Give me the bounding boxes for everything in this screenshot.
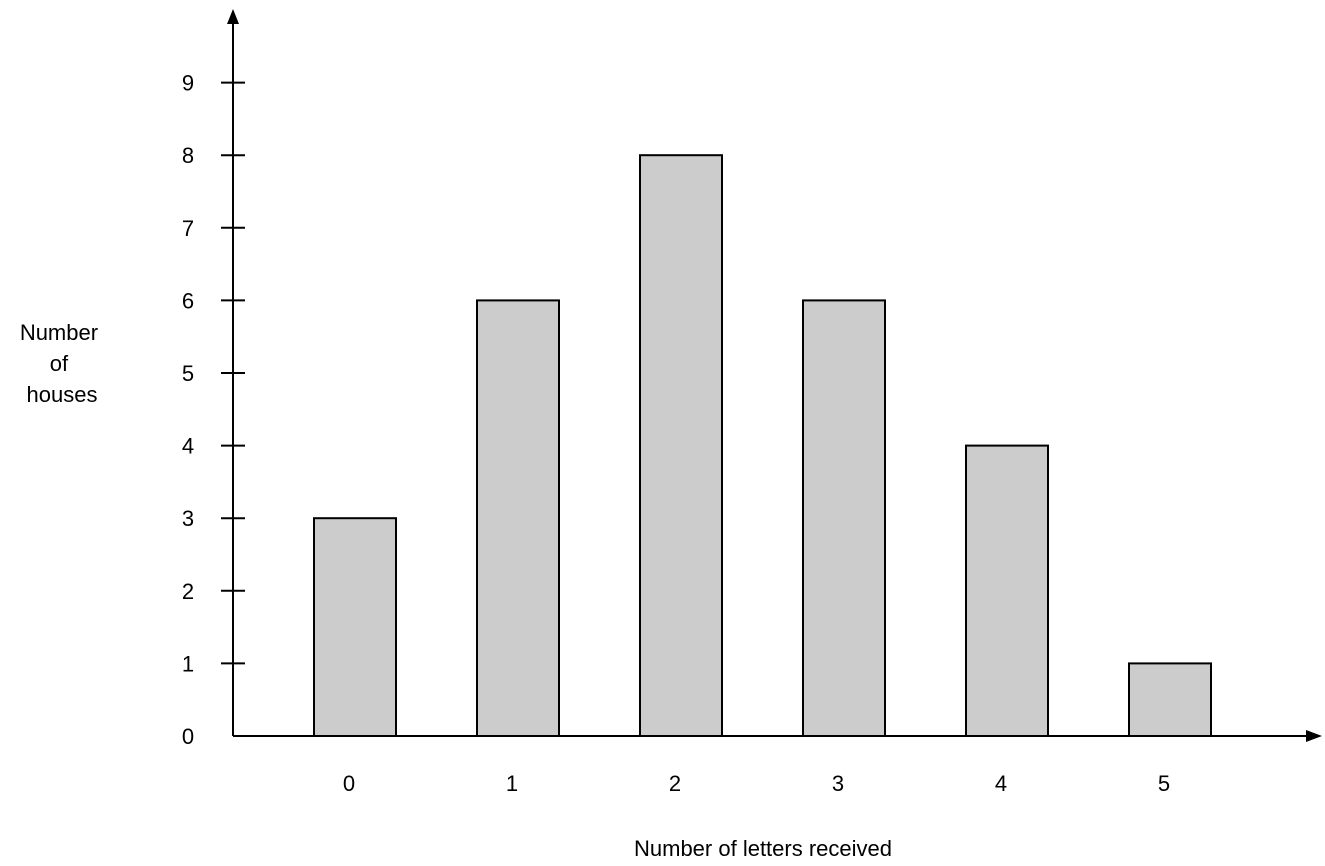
y-axis-title: Number of houses <box>20 320 104 407</box>
y-tick-label-6: 6 <box>182 288 194 313</box>
y-tick-label-5: 5 <box>182 361 194 386</box>
bar-3 <box>802 299 886 737</box>
x-tick-label-3: 3 <box>832 771 844 796</box>
y-axis-title-line-1: Number <box>20 320 98 345</box>
y-axis-ticks: 0 1 2 3 4 5 6 7 8 9 <box>182 71 245 749</box>
y-tick-label-2: 2 <box>182 579 194 604</box>
bar-2 <box>639 154 723 737</box>
y-axis-title-line-3: houses <box>27 382 98 407</box>
y-tick-label-3: 3 <box>182 506 194 531</box>
bar-4 <box>965 444 1049 737</box>
y-tick-label-7: 7 <box>182 216 194 241</box>
x-axis-ticks: 0 1 2 3 4 5 <box>343 771 1170 796</box>
y-tick-label-8: 8 <box>182 143 194 168</box>
y-axis-arrowhead <box>227 9 239 24</box>
bar-5 <box>1128 662 1212 738</box>
x-axis-title: Number of letters received <box>634 836 892 861</box>
x-axis-arrowhead <box>1306 730 1322 742</box>
x-tick-label-5: 5 <box>1158 771 1170 796</box>
y-tick-label-9: 9 <box>182 71 194 96</box>
bar-0 <box>313 517 397 738</box>
bar-1 <box>476 299 560 737</box>
x-tick-label-0: 0 <box>343 771 355 796</box>
y-axis-title-line-2: of <box>50 351 69 376</box>
bars-group <box>313 154 1212 738</box>
x-tick-label-2: 2 <box>669 771 681 796</box>
y-tick-label-1: 1 <box>182 651 194 676</box>
y-tick-label-4: 4 <box>182 434 194 459</box>
x-tick-label-1: 1 <box>506 771 518 796</box>
y-tick-label-0: 0 <box>182 724 194 749</box>
x-tick-label-4: 4 <box>995 771 1007 796</box>
